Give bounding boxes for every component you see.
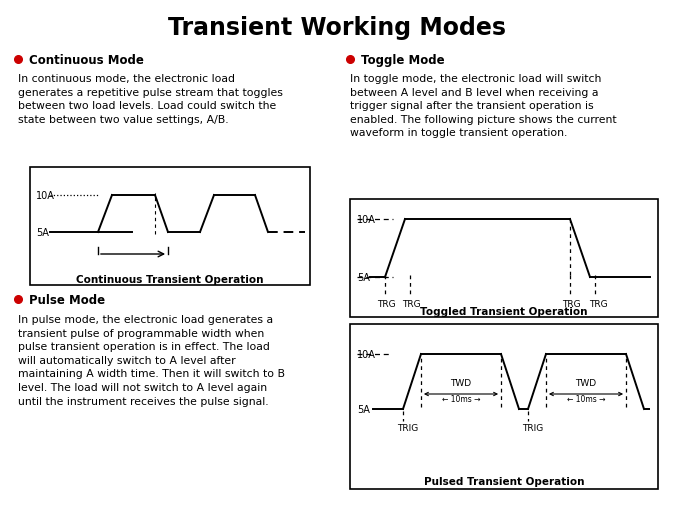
Text: TWD: TWD xyxy=(450,378,472,387)
Text: In toggle mode, the electronic load will switch
between A level and B level when: In toggle mode, the electronic load will… xyxy=(350,74,617,138)
Text: Toggled Transient Operation: Toggled Transient Operation xyxy=(421,307,588,316)
Text: TRG: TRG xyxy=(402,299,421,309)
Bar xyxy=(30,168,310,285)
Text: TRG: TRG xyxy=(589,299,608,309)
Text: TRIG: TRIG xyxy=(397,423,418,432)
Text: Continuous Transient Operation: Continuous Transient Operation xyxy=(76,274,264,284)
Text: Pulsed Transient Operation: Pulsed Transient Operation xyxy=(424,476,585,486)
Text: TWD: TWD xyxy=(575,378,597,387)
Text: 10A: 10A xyxy=(357,349,376,359)
Text: In continuous mode, the electronic load
generates a repetitive pulse stream that: In continuous mode, the electronic load … xyxy=(18,74,283,125)
Bar xyxy=(350,199,658,317)
Text: Transient Working Modes: Transient Working Modes xyxy=(168,16,506,40)
Text: ← 10ms →: ← 10ms → xyxy=(567,395,605,403)
Text: Continuous Mode: Continuous Mode xyxy=(29,54,144,66)
Text: TRG: TRG xyxy=(377,299,396,309)
Text: 5A: 5A xyxy=(357,273,370,282)
Text: In pulse mode, the electronic load generates a
transient pulse of programmable w: In pulse mode, the electronic load gener… xyxy=(18,315,285,406)
Bar xyxy=(350,324,658,489)
Text: TRG: TRG xyxy=(562,299,580,309)
Text: 5A: 5A xyxy=(36,228,49,237)
Text: 10A: 10A xyxy=(36,190,55,200)
Text: ← 10ms →: ← 10ms → xyxy=(441,395,480,403)
Text: 5A: 5A xyxy=(357,404,370,414)
Text: Pulse Mode: Pulse Mode xyxy=(29,293,105,306)
Text: Toggle Mode: Toggle Mode xyxy=(361,54,445,66)
Text: TRIG: TRIG xyxy=(522,423,543,432)
Text: 10A: 10A xyxy=(357,215,376,225)
